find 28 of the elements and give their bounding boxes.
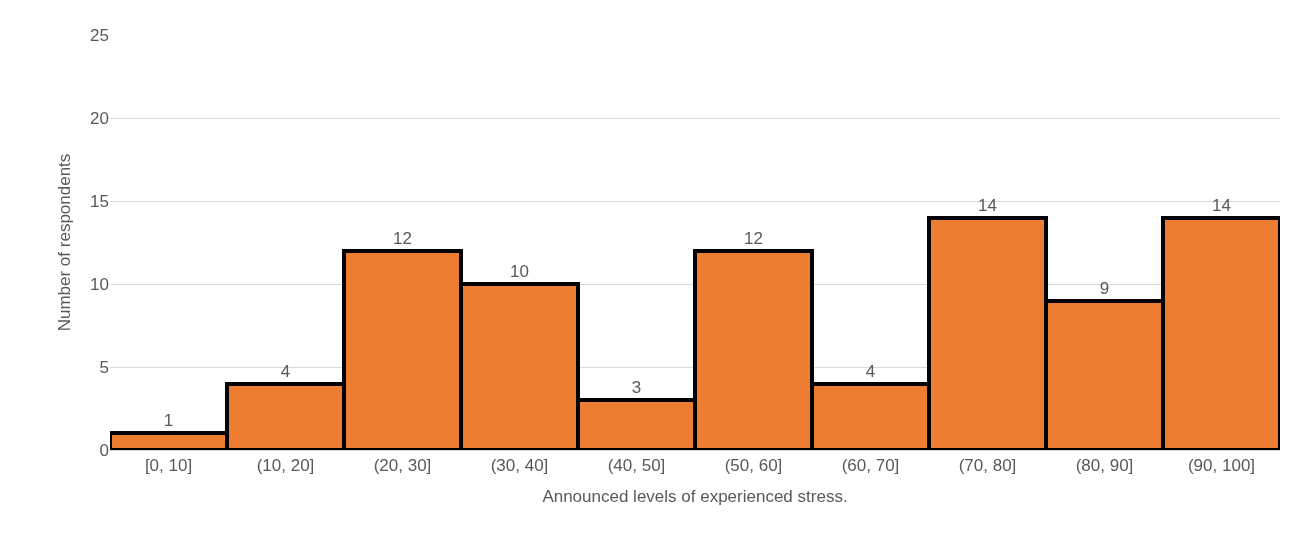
- x-tick-label: (90, 100]: [1187, 456, 1256, 476]
- data-label: 4: [865, 362, 876, 381]
- x-tick-label: (40, 50]: [607, 456, 666, 476]
- y-tick-label: 10: [90, 274, 109, 294]
- y-tick-label: 15: [90, 191, 109, 211]
- data-label: 9: [1099, 279, 1110, 298]
- data-label: 14: [1212, 196, 1231, 215]
- data-label: 12: [744, 229, 763, 248]
- y-tick-label: 0: [99, 440, 109, 460]
- data-label: 4: [280, 362, 291, 381]
- y-tick-label: 20: [90, 108, 109, 128]
- data-label: 10: [510, 262, 529, 281]
- y-tick-label: 25: [90, 25, 109, 45]
- x-tick-label: (80, 90]: [1075, 456, 1134, 476]
- data-label: 3: [631, 378, 642, 397]
- x-tick-label: (50, 60]: [724, 456, 783, 476]
- x-tick-label: (20, 30]: [373, 456, 432, 476]
- data-label: 12: [393, 229, 412, 248]
- x-tick-label: [0, 10]: [144, 456, 193, 476]
- data-label: 1: [163, 411, 174, 430]
- y-tick-label: 5: [99, 357, 109, 377]
- x-axis-title: Announced levels of experienced stress.: [542, 486, 848, 506]
- x-tick-label: (70, 80]: [958, 456, 1017, 476]
- y-axis-title: Number of respondents: [54, 153, 74, 332]
- x-tick-label: (60, 70]: [841, 456, 900, 476]
- data-label: 14: [978, 196, 997, 215]
- x-tick-label: (30, 40]: [490, 456, 549, 476]
- x-tick-label: (10, 20]: [256, 456, 315, 476]
